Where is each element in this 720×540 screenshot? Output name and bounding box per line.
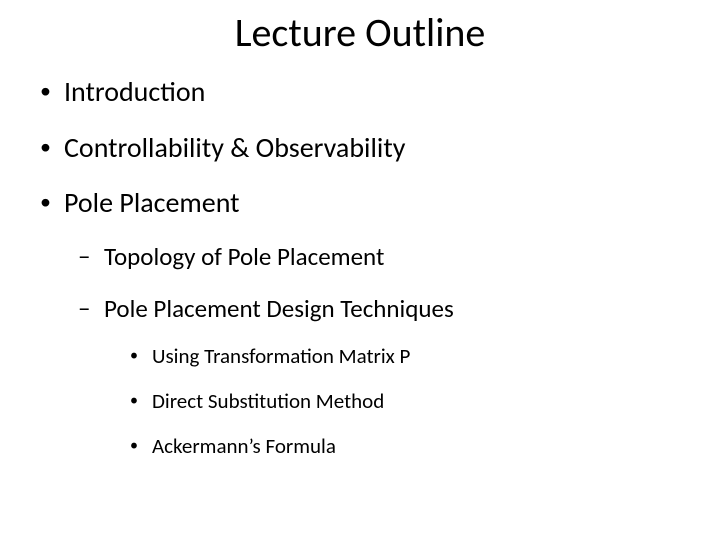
list-item: Topology of Pole Placement	[64, 242, 690, 272]
list-item: Direct Substitution Method	[104, 389, 690, 414]
list-item-label: Controllability & Observability	[64, 130, 405, 165]
list-item-label: Pole Placement Design Techniques	[104, 293, 454, 324]
sub-sub-list: Using Transformation Matrix P Direct Sub…	[104, 344, 690, 460]
list-item-label: Pole Placement	[64, 185, 240, 220]
list-item: Using Transformation Matrix P	[104, 344, 690, 369]
list-item: Ackermann’s Formula	[104, 434, 690, 459]
list-item-label: Using Transformation Matrix P	[152, 343, 410, 369]
slide-title: Lecture Outline	[30, 8, 690, 57]
list-item-label: Ackermann’s Formula	[152, 433, 336, 459]
sub-list: Topology of Pole Placement Pole Placemen…	[64, 242, 690, 460]
list-item: Pole Placement Design Techniques Using T…	[64, 294, 690, 460]
slide: Lecture Outline Introduction Controllabi…	[0, 0, 720, 540]
outline-list: Introduction Controllability & Observabi…	[30, 75, 690, 459]
list-item: Pole Placement Topology of Pole Placemen…	[30, 186, 690, 459]
list-item: Controllability & Observability	[30, 131, 690, 165]
list-item-label: Topology of Pole Placement	[104, 241, 384, 272]
list-item-label: Introduction	[64, 74, 205, 109]
list-item: Introduction	[30, 75, 690, 109]
list-item-label: Direct Substitution Method	[152, 388, 384, 414]
